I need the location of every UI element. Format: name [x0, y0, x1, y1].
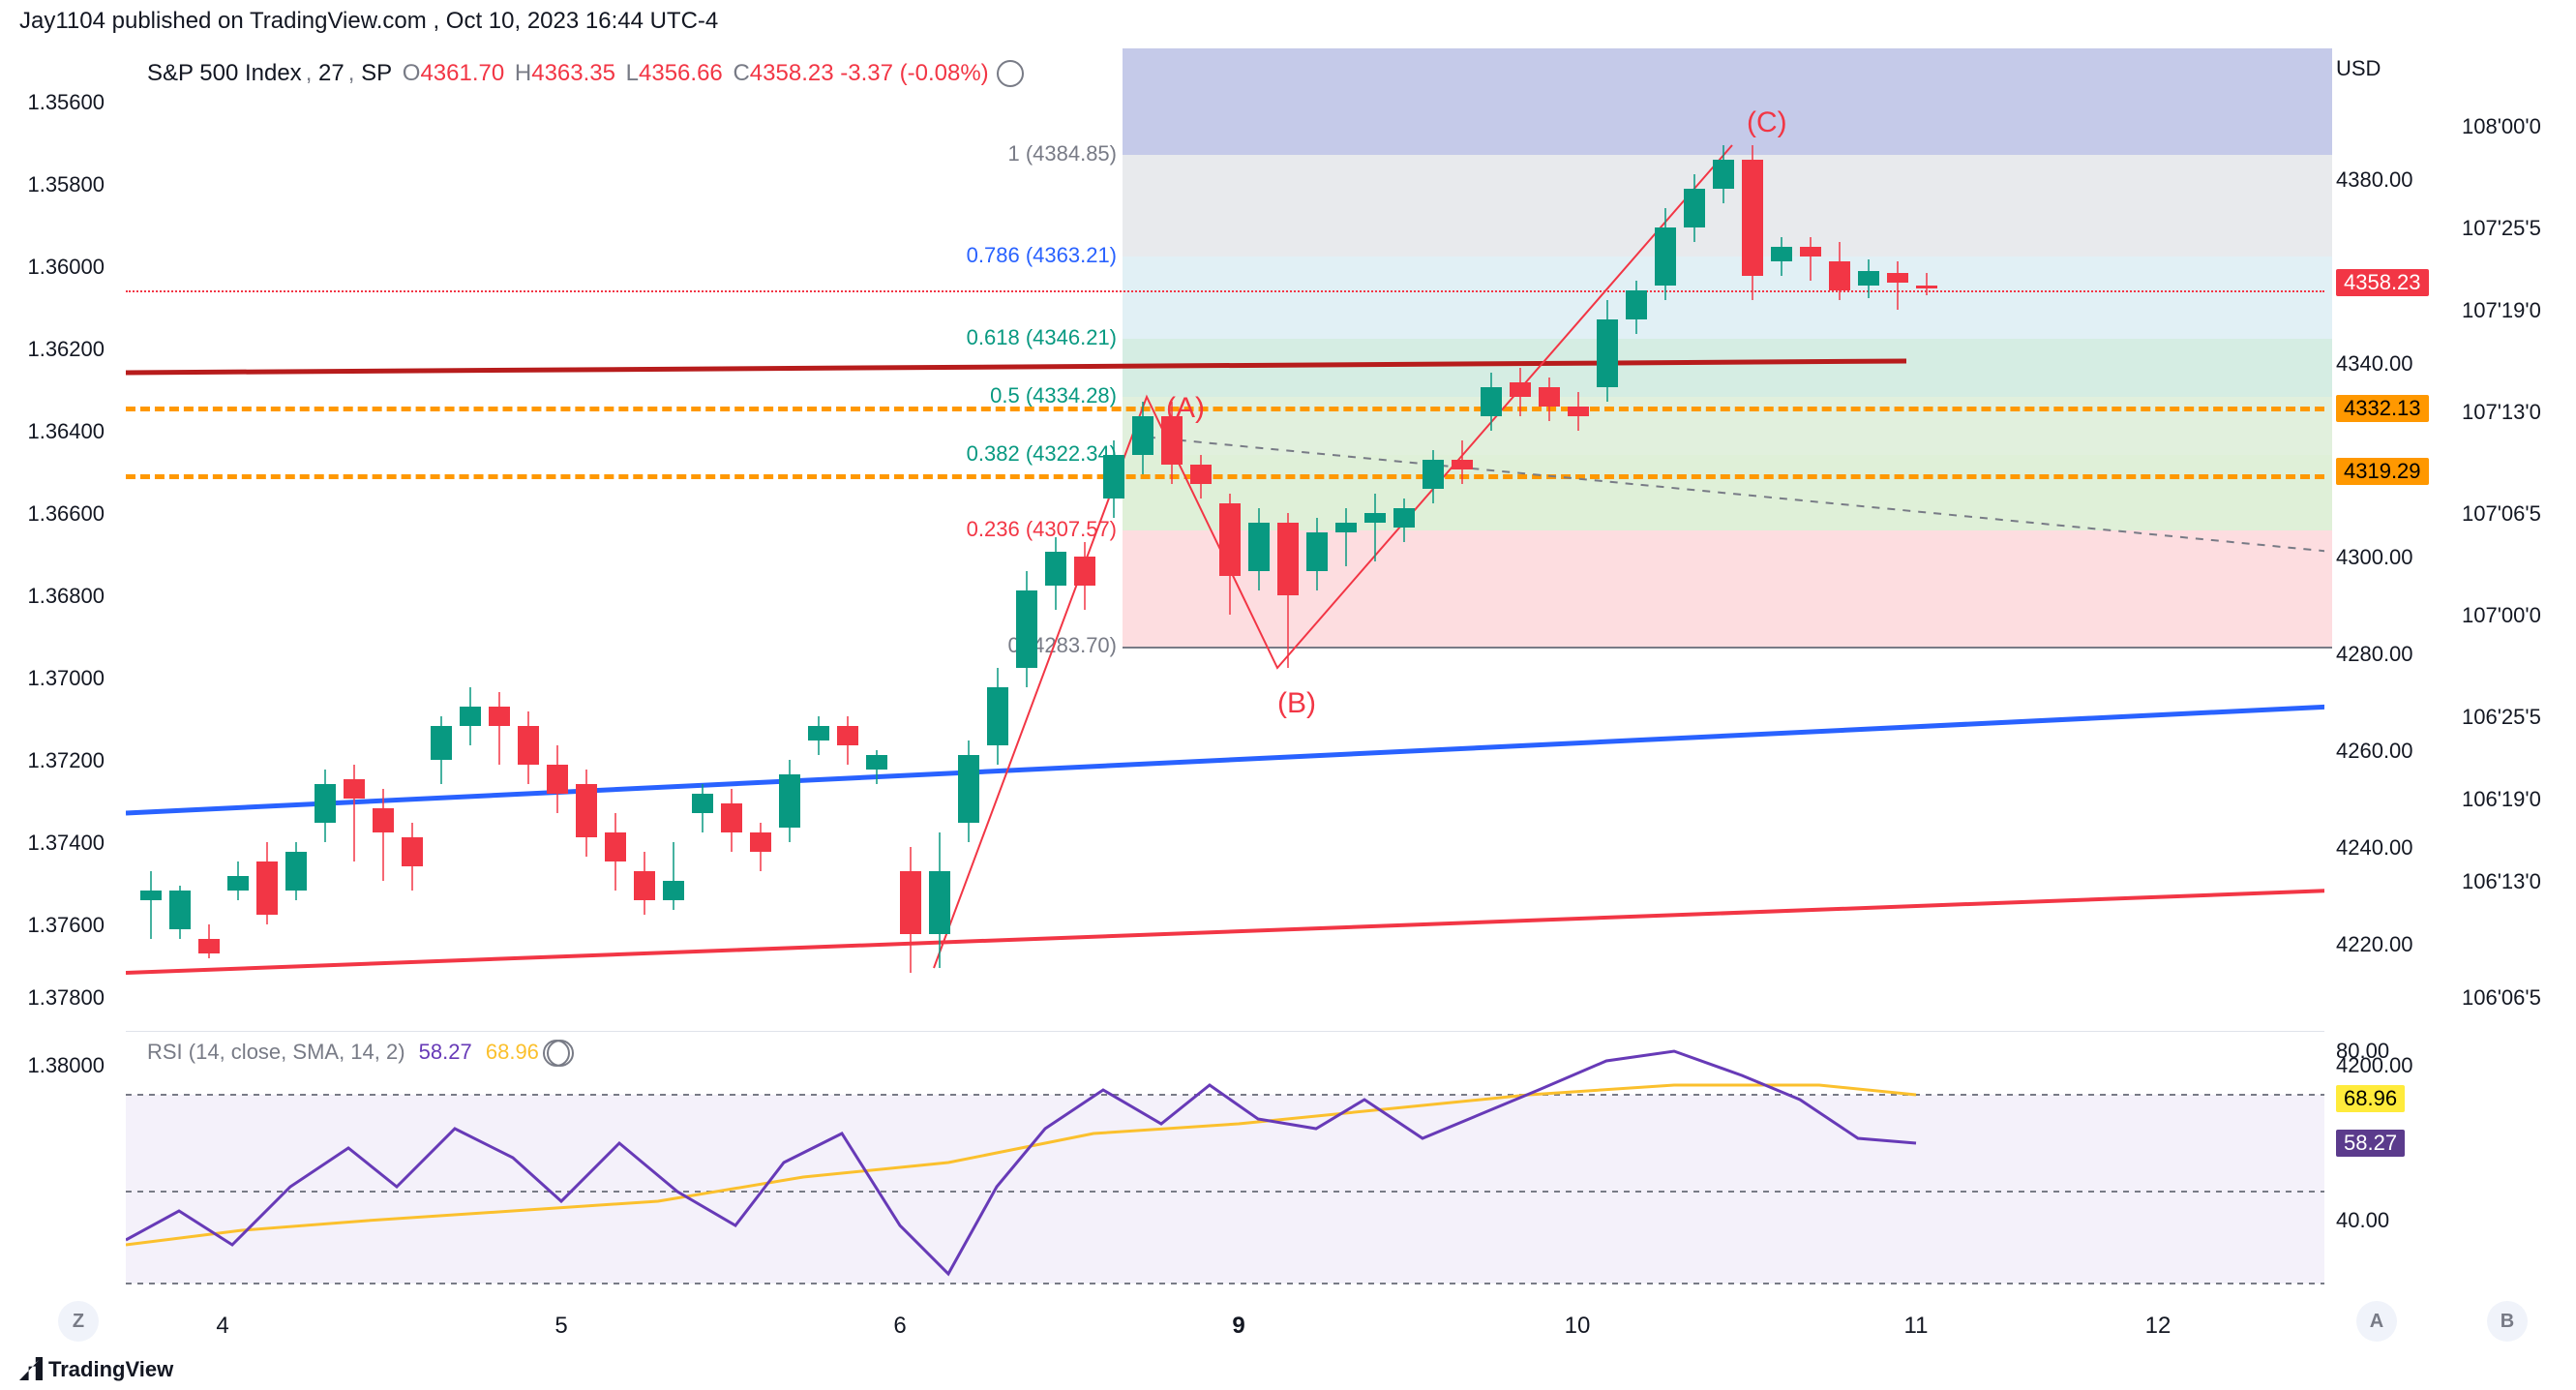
axis-tick: 1.37400: [0, 831, 105, 856]
axis-tick: 1.36200: [0, 337, 105, 362]
time-tick: 9: [1232, 1313, 1244, 1340]
axis-tick: 4319.29: [2336, 458, 2429, 485]
far-right-axis: 108'00'0 107'25'5 107'19'0 107'13'0 107'06'5…: [2450, 48, 2576, 1021]
axis-tick: 106'25'5: [2462, 705, 2541, 730]
axis-tick: 1.36800: [0, 584, 105, 609]
axis-tick: 106'06'5: [2462, 985, 2541, 1011]
axis-tick: 4332.13: [2336, 395, 2429, 422]
wave-label: (C): [1747, 106, 1787, 139]
axis-tick: 4260.00: [2336, 739, 2413, 764]
axis-tick: 1.38000: [0, 1053, 105, 1078]
time-tick: 12: [2145, 1313, 2172, 1340]
axis-tick: 1.35600: [0, 90, 105, 115]
chart-attribution: Jay1104 published on TradingView.com , O…: [19, 0, 718, 43]
axis-tick: 4280.00: [2336, 642, 2413, 667]
axis-tick: 58.27: [2336, 1130, 2405, 1157]
axis-tick: 1.36600: [0, 501, 105, 527]
axis-tick: 107'06'5: [2462, 501, 2541, 527]
time-tick: 5: [554, 1313, 567, 1340]
axis-a-button[interactable]: A: [2356, 1301, 2397, 1342]
axis-tick: 4358.23: [2336, 269, 2429, 296]
tradingview-logo: TradingView: [19, 1357, 173, 1382]
axis-tick: 1.37600: [0, 913, 105, 938]
axis-tick: 107'13'0: [2462, 400, 2541, 425]
axis-tick: 4220.00: [2336, 932, 2413, 957]
site: TradingView.com: [250, 8, 427, 34]
main-chart[interactable]: S&P 500 Index, 27, SP O4361.70 H4363.35 …: [126, 48, 2324, 1021]
time-tick: 4: [216, 1313, 228, 1340]
rsi-axis: 80.00 68.96 58.27 40.00: [2324, 1031, 2450, 1302]
axis-tick: 107'25'5: [2462, 216, 2541, 241]
chart-svg: [126, 48, 2324, 1021]
axis-tick: 1.37200: [0, 748, 105, 773]
right-price-axis: USD 4380.00 4358.23 4340.00 4332.13 4319.29 4…: [2324, 48, 2450, 1021]
zoom-button[interactable]: Z: [58, 1301, 99, 1342]
wave-label: (B): [1277, 687, 1316, 720]
publisher: Jay1104: [19, 8, 105, 34]
axis-tick: 4240.00: [2336, 835, 2413, 861]
axis-tick: 80.00: [2336, 1039, 2389, 1064]
time-axis: 4 5 6 9 10 11 12: [126, 1303, 2324, 1351]
axis-tick: 106'13'0: [2462, 869, 2541, 894]
rsi-svg: [126, 1032, 2324, 1303]
timestamp: Oct 10, 2023 16:44 UTC-4: [446, 8, 718, 34]
axis-b-button[interactable]: B: [2487, 1301, 2528, 1342]
axis-tick: 1.37800: [0, 985, 105, 1011]
axis-tick: 40.00: [2336, 1208, 2389, 1233]
wave-label: (A): [1166, 392, 1205, 425]
axis-tick: 4300.00: [2336, 545, 2413, 570]
rsi-panel[interactable]: RSI (14, close, SMA, 14, 2) 58.27 68.96: [126, 1031, 2324, 1302]
axis-tick: 1.36000: [0, 255, 105, 280]
axis-tick: 4380.00: [2336, 167, 2413, 193]
axis-tick: 107'00'0: [2462, 603, 2541, 628]
currency-label: USD: [2336, 56, 2381, 81]
axis-tick: 107'19'0: [2462, 298, 2541, 323]
axis-tick: 1.35800: [0, 172, 105, 197]
axis-tick: 1.37000: [0, 666, 105, 691]
left-price-axis: 1.35600 1.35800 1.36000 1.36200 1.36400 1.366…: [0, 48, 116, 1021]
time-tick: 11: [1904, 1313, 1929, 1340]
axis-tick: 106'19'0: [2462, 787, 2541, 812]
axis-tick: 4340.00: [2336, 351, 2413, 377]
axis-tick: 1.36400: [0, 419, 105, 444]
axis-tick: 68.96: [2336, 1085, 2405, 1112]
time-tick: 10: [1565, 1313, 1591, 1340]
axis-tick: 108'00'0: [2462, 114, 2541, 139]
time-tick: 6: [893, 1313, 906, 1340]
